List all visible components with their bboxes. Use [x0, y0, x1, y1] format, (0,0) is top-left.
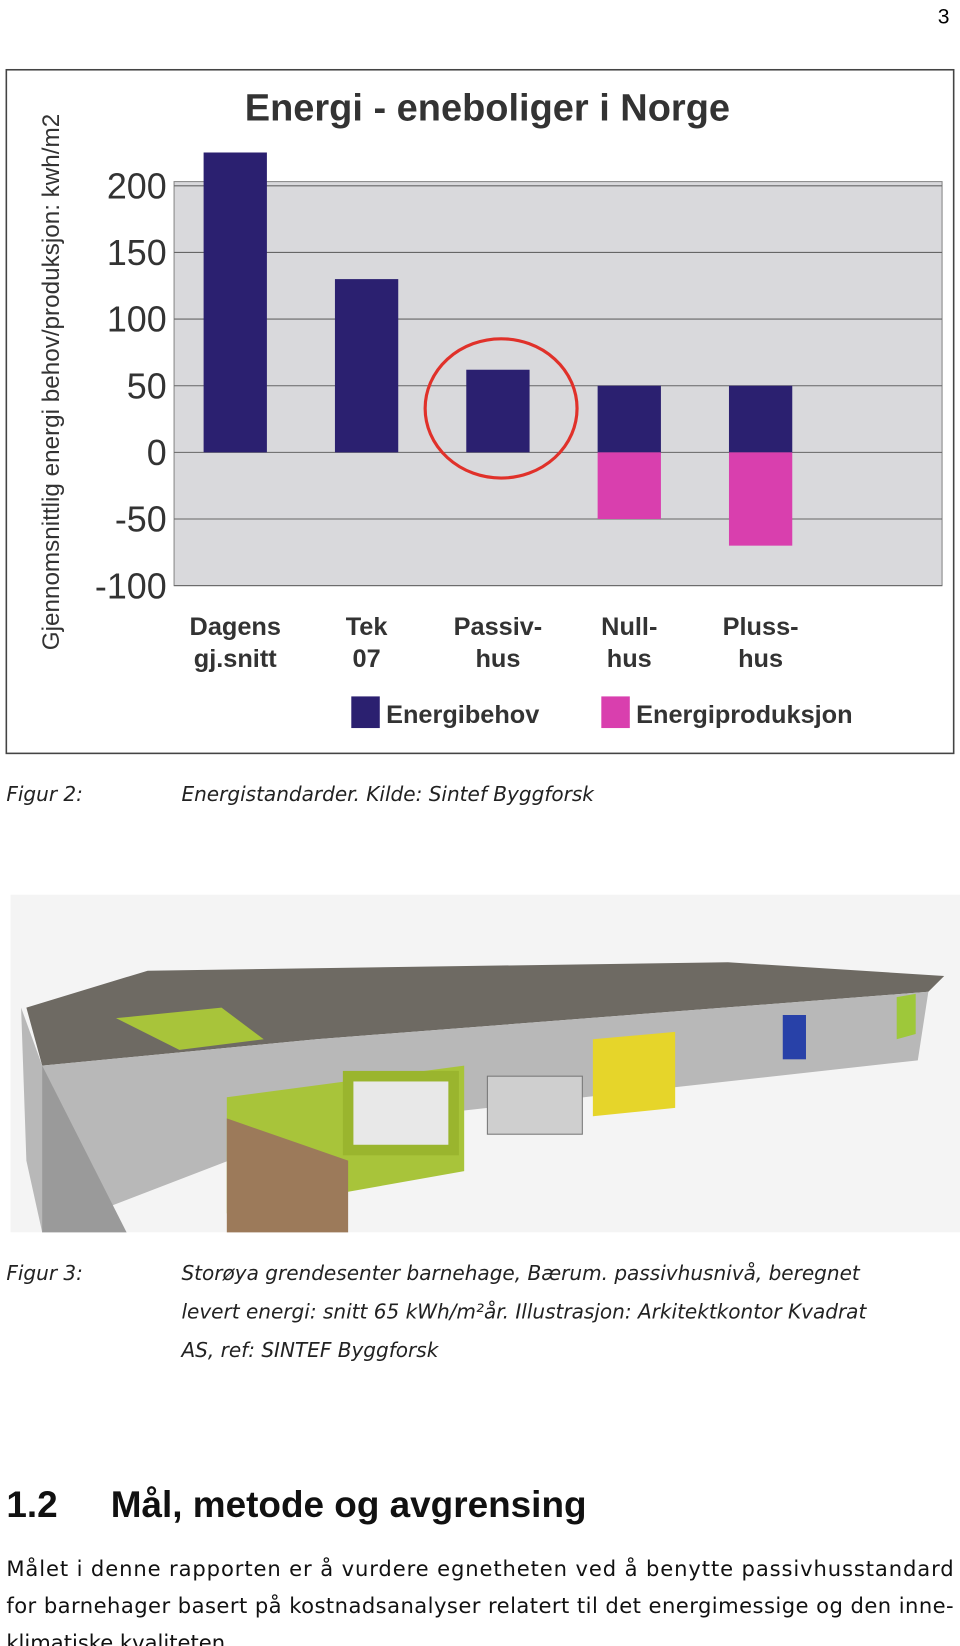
- caption-line: levert energi: snitt 65 kWh/m²år. Illust…: [181, 1299, 867, 1323]
- section-number: 1.2: [6, 1484, 57, 1525]
- bar: [728, 452, 793, 546]
- figure-label: Figur 3:: [6, 1261, 83, 1285]
- figure-label: Figur 2:: [6, 782, 83, 806]
- body-line: Målet i denne rapporten er å vurdere egn…: [6, 1556, 953, 1581]
- body-line: for barnehager basert på kostnadsanalyse…: [6, 1593, 953, 1618]
- legend-label: Energiproduksjon: [636, 701, 852, 729]
- y-tick-label: -50: [115, 500, 167, 540]
- x-tick-label: gj.snitt: [194, 645, 277, 673]
- x-tick-label: Passiv-: [454, 613, 543, 641]
- y-tick-label: -100: [95, 566, 167, 606]
- caption-line: AS, ref: SINTEF Byggforsk: [179, 1338, 439, 1362]
- figure-caption: Storøya grendesenter barnehage, Bærum. p…: [179, 1261, 867, 1362]
- y-tick-label: 200: [107, 166, 167, 206]
- bar: [203, 152, 267, 453]
- x-tick-label: 07: [353, 645, 381, 673]
- y-tick-label: 50: [127, 366, 167, 406]
- bar: [597, 452, 661, 519]
- x-tick-label: Null-: [601, 613, 657, 641]
- plot-area: [173, 181, 943, 587]
- x-tick-label: Tek: [346, 613, 389, 641]
- x-tick-label: Dagens: [190, 613, 281, 641]
- y-tick-label: 150: [107, 233, 167, 273]
- x-tick-label: hus: [607, 645, 652, 673]
- y-tick-label: 0: [147, 433, 167, 473]
- x-tick-label: hus: [738, 645, 783, 673]
- chart: -100 -50 0 50 100 150 200 Dagens gj.snitt Tek 07 Pa…: [95, 152, 943, 729]
- section-title: Mål, metode og avgrensing: [111, 1484, 587, 1525]
- y-tick-label: 100: [107, 300, 167, 340]
- bar: [597, 385, 661, 453]
- x-tick-label: Pluss-: [723, 613, 799, 641]
- bar: [334, 279, 399, 453]
- legend-label: Energibehov: [386, 701, 539, 729]
- figure-caption: Energistandarder. Kilde: Sintef Byggfors…: [181, 782, 595, 806]
- building-illustration: [10, 894, 960, 1233]
- x-tick-label: hus: [475, 645, 520, 673]
- bar: [466, 369, 530, 453]
- bar: [728, 385, 793, 453]
- y-axis-label: Gjennomsnittlig energi behov/produksjon:…: [38, 114, 65, 650]
- page-number: 3: [938, 5, 950, 28]
- legend-swatch: [351, 696, 380, 729]
- body-text: Målet i denne rapporten er å vurdere egn…: [6, 1556, 953, 1646]
- body-line: klimatiske kvaliteten.: [6, 1630, 231, 1646]
- caption-line: Storøya grendesenter barnehage, Bærum. p…: [181, 1261, 860, 1285]
- chart-title: Energi - eneboliger i Norge: [245, 87, 730, 129]
- legend-swatch: [601, 696, 630, 729]
- highlight-circle: [423, 337, 579, 480]
